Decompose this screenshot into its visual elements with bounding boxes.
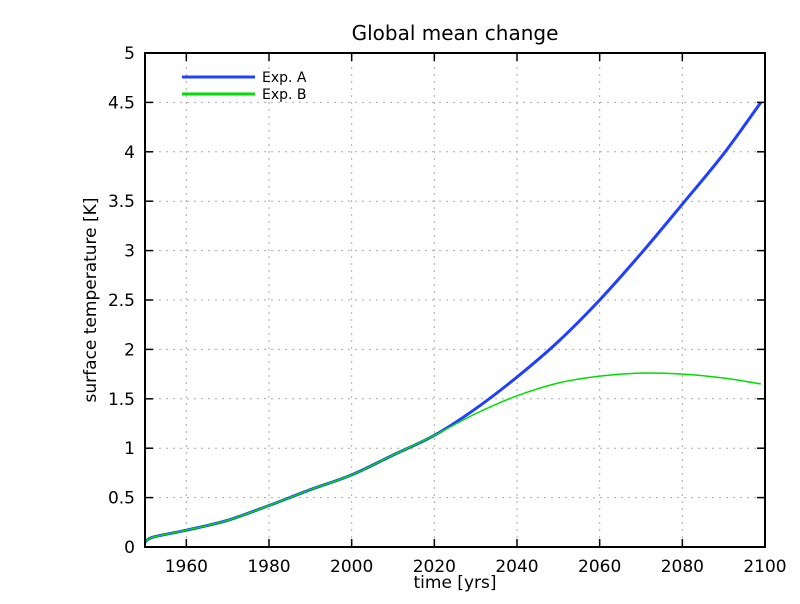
- x-tick-label: 1960: [165, 557, 208, 577]
- y-tick-label: 2.5: [108, 291, 135, 311]
- y-tick-label: 1.5: [108, 390, 135, 410]
- series-group: [144, 101, 763, 544]
- y-tick-label: 4.5: [108, 93, 135, 113]
- x-tick-label: 2020: [413, 557, 456, 577]
- y-tick-label: 3: [124, 242, 135, 262]
- y-tick-label: 0.5: [108, 489, 135, 509]
- y-tick-label: 1: [124, 439, 135, 459]
- grid: [145, 53, 765, 547]
- series-line-exp-a: [144, 101, 763, 544]
- x-tick-label: 1980: [247, 557, 290, 577]
- ticks: 1960 1980 2000 2020 2040 2060 2080 2100 0 0.5 1 1.5…: [108, 44, 787, 577]
- y-tick-label: 5: [124, 44, 135, 64]
- y-tick-label: 2: [124, 340, 135, 360]
- x-axis-label: time [yrs]: [414, 573, 497, 593]
- x-tick-label: 2080: [661, 557, 704, 577]
- y-tick-label: 4: [124, 143, 135, 163]
- x-tick-label: 2000: [330, 557, 373, 577]
- x-tick-label: 2060: [578, 557, 621, 577]
- legend-label: Exp. A: [262, 70, 307, 86]
- legend-label: Exp. B: [262, 87, 307, 103]
- y-tick-label: 0: [124, 538, 135, 558]
- y-tick-label: 3.5: [108, 192, 135, 212]
- y-axis-label: surface temperature [K]: [81, 198, 101, 403]
- chart-title: Global mean change: [352, 21, 559, 45]
- x-tick-label: 2100: [743, 557, 786, 577]
- x-tick-label: 2040: [495, 557, 538, 577]
- series-line-exp-b: [144, 372, 761, 543]
